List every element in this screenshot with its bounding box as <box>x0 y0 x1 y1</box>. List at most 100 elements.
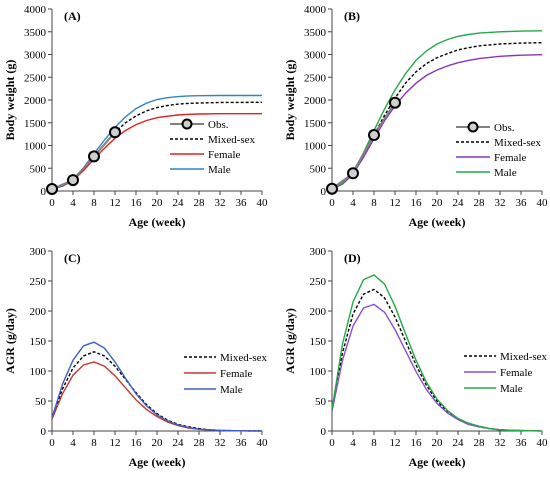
legend-marker-obs <box>181 118 193 130</box>
panel-label: (C) <box>64 251 81 265</box>
legend-label: Male <box>494 167 517 179</box>
y-tick-label: 3500 <box>24 27 47 39</box>
x-tick-label: 0 <box>329 197 335 209</box>
y-tick-label: 300 <box>310 246 327 258</box>
legend-label: Obs. <box>494 122 515 134</box>
y-tick-label: 0 <box>321 186 327 198</box>
x-tick-label: 12 <box>110 197 121 209</box>
x-tick-label: 16 <box>131 197 143 209</box>
observation-line <box>51 131 116 190</box>
x-tick-label: 20 <box>432 197 444 209</box>
observation-point <box>326 182 338 195</box>
series-line-mixed-sex <box>51 351 262 432</box>
series-line-female <box>51 113 262 190</box>
x-tick-label: 32 <box>215 197 226 209</box>
legend-label: Male <box>220 384 243 396</box>
legend: Mixed-sex Female Male <box>184 352 268 396</box>
y-tick-label: 0 <box>41 426 47 438</box>
x-tick-label: 8 <box>91 197 97 209</box>
x-tick-label: 36 <box>516 197 528 209</box>
x-tick-label: 16 <box>131 437 143 449</box>
x-tick-label: 0 <box>329 437 335 449</box>
x-tick-label: 28 <box>474 197 486 209</box>
x-tick-label: 0 <box>49 197 55 209</box>
y-tick-label: 1500 <box>24 118 47 130</box>
x-tick-label: 8 <box>91 437 97 449</box>
y-tick-label: 100 <box>310 366 327 378</box>
panel-label: (A) <box>64 9 81 23</box>
x-tick-label: 16 <box>411 197 423 209</box>
y-tick-label: 4000 <box>24 4 47 16</box>
legend-label: Male <box>208 164 231 176</box>
x-tick-label: 40 <box>537 437 549 449</box>
x-tick-label: 12 <box>390 437 401 449</box>
observation-line <box>331 102 396 190</box>
y-tick-label: 3500 <box>304 27 327 39</box>
x-tick-label: 24 <box>173 197 185 209</box>
observation-point <box>368 129 380 142</box>
y-tick-label: 200 <box>310 306 327 318</box>
x-tick-label: 40 <box>257 197 269 209</box>
y-tick-label: 3000 <box>24 50 47 62</box>
y-tick-label: 2000 <box>304 95 327 107</box>
y-tick-label: 300 <box>30 246 47 258</box>
legend-label: Mixed-sex <box>220 352 268 364</box>
x-tick-label: 36 <box>516 437 528 449</box>
y-axis-title: Body weight (g) <box>3 60 17 141</box>
series-line-male <box>331 274 543 432</box>
x-tick-label: 4 <box>350 437 356 449</box>
chart-panel-4: 0 4 8 12 16 20 24 28 32 36 40 0 50 100 150 200 250 300 Age… <box>283 246 548 469</box>
x-tick-label: 20 <box>152 197 164 209</box>
legend-label: Female <box>494 152 526 164</box>
legend: Obs. Mixed-sex Female Male <box>456 121 542 179</box>
x-tick-label: 28 <box>194 437 206 449</box>
series-line-male <box>51 341 262 432</box>
panel-label: (D) <box>344 251 361 265</box>
y-tick-label: 0 <box>41 186 47 198</box>
x-tick-label: 12 <box>390 197 401 209</box>
legend-label: Mixed-sex <box>500 351 548 363</box>
x-tick-label: 32 <box>495 437 506 449</box>
legend-label: Obs. <box>208 119 229 131</box>
y-tick-label: 200 <box>30 306 47 318</box>
x-tick-label: 20 <box>152 437 164 449</box>
y-tick-label: 500 <box>30 163 47 175</box>
y-tick-label: 150 <box>30 336 47 348</box>
x-tick-label: 0 <box>49 437 55 449</box>
x-tick-label: 32 <box>215 437 226 449</box>
legend-label: Female <box>220 368 252 380</box>
x-tick-label: 8 <box>371 437 377 449</box>
y-tick-label: 2500 <box>304 72 327 84</box>
x-tick-label: 32 <box>495 197 506 209</box>
y-tick-label: 1000 <box>304 141 327 153</box>
y-tick-label: 4000 <box>304 4 327 16</box>
series-line-female <box>331 54 543 190</box>
observation-point <box>67 174 79 187</box>
observation-point <box>389 96 401 109</box>
x-tick-label: 4 <box>350 197 356 209</box>
x-tick-label: 24 <box>173 437 185 449</box>
observation-point <box>109 126 121 139</box>
observation-point <box>88 150 100 163</box>
y-tick-label: 50 <box>315 396 327 408</box>
series-line-male <box>331 30 543 190</box>
x-axis-title: Age (week) <box>129 455 186 469</box>
y-tick-label: 0 <box>321 426 327 438</box>
x-tick-label: 24 <box>453 197 465 209</box>
y-axis-title: AGR (g/day) <box>3 308 17 374</box>
x-axis-title: Age (week) <box>409 455 466 469</box>
y-tick-label: 250 <box>310 276 327 288</box>
chart-panel-1: 0 4 8 12 16 20 24 28 32 36 40 0 500 1000 1500 2000 2500 3… <box>3 4 268 229</box>
legend: Obs. Mixed-sex Female Male <box>170 118 256 176</box>
x-axis-title: Age (week) <box>409 215 466 229</box>
x-tick-label: 40 <box>257 437 269 449</box>
y-tick-label: 150 <box>310 336 327 348</box>
observation-point <box>347 167 359 180</box>
panel-label: (B) <box>344 9 360 23</box>
y-tick-label: 100 <box>30 366 47 378</box>
legend-marker-obs <box>467 121 479 133</box>
legend-label: Female <box>500 367 532 379</box>
x-tick-label: 24 <box>453 437 465 449</box>
y-tick-label: 500 <box>310 163 327 175</box>
